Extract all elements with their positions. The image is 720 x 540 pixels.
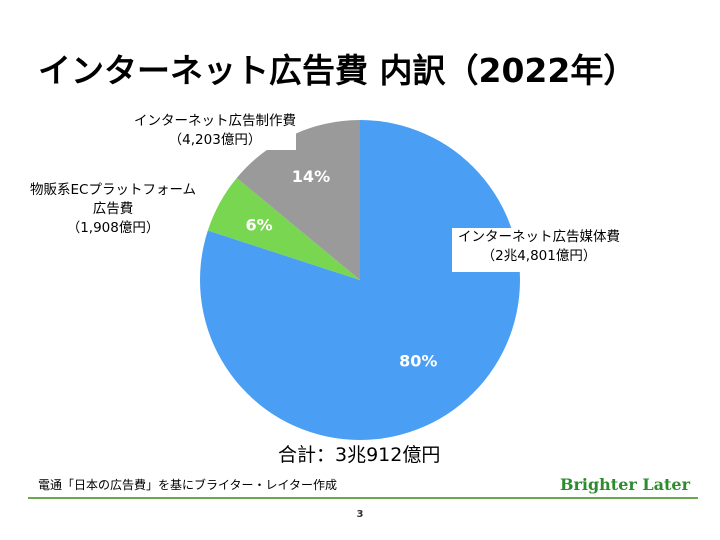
slice-media-percent-label: 80%	[399, 351, 437, 370]
slice-ec	[207, 178, 360, 280]
label-ec: 物販系ECプラットフォーム 広告費 （1,908億円）	[30, 181, 197, 238]
source-note: 電通「日本の広告費」を基にブライター・レイター作成	[38, 478, 338, 492]
label-ec-amount: （1,908億円）	[66, 220, 160, 236]
page-title: インターネット広告費 内訳（2022年）	[38, 51, 637, 90]
footer-divider	[28, 497, 698, 499]
label-production-amount: （4,203億円）	[168, 132, 262, 148]
total-amount: 合計：3兆912億円	[278, 444, 441, 466]
label-media-name: インターネット広告媒体費	[458, 229, 620, 245]
page-number: 3	[356, 509, 364, 520]
label-media: インターネット広告媒体費 （2兆4,801億円）	[452, 228, 626, 272]
label-ec-name-2: 広告費	[92, 201, 134, 217]
brand-logo: Brighter Later	[559, 475, 690, 494]
slice-production-percent-label: 14%	[292, 167, 330, 186]
label-production: インターネット広告制作費 （4,203億円）	[134, 112, 296, 150]
label-production-name: インターネット広告制作費	[134, 113, 296, 129]
slice-ec-percent-label: 6%	[245, 216, 272, 235]
label-media-amount: （2兆4,801億円）	[481, 248, 597, 264]
label-ec-name-1: 物販系ECプラットフォーム	[30, 182, 197, 198]
slice-production	[236, 120, 360, 280]
